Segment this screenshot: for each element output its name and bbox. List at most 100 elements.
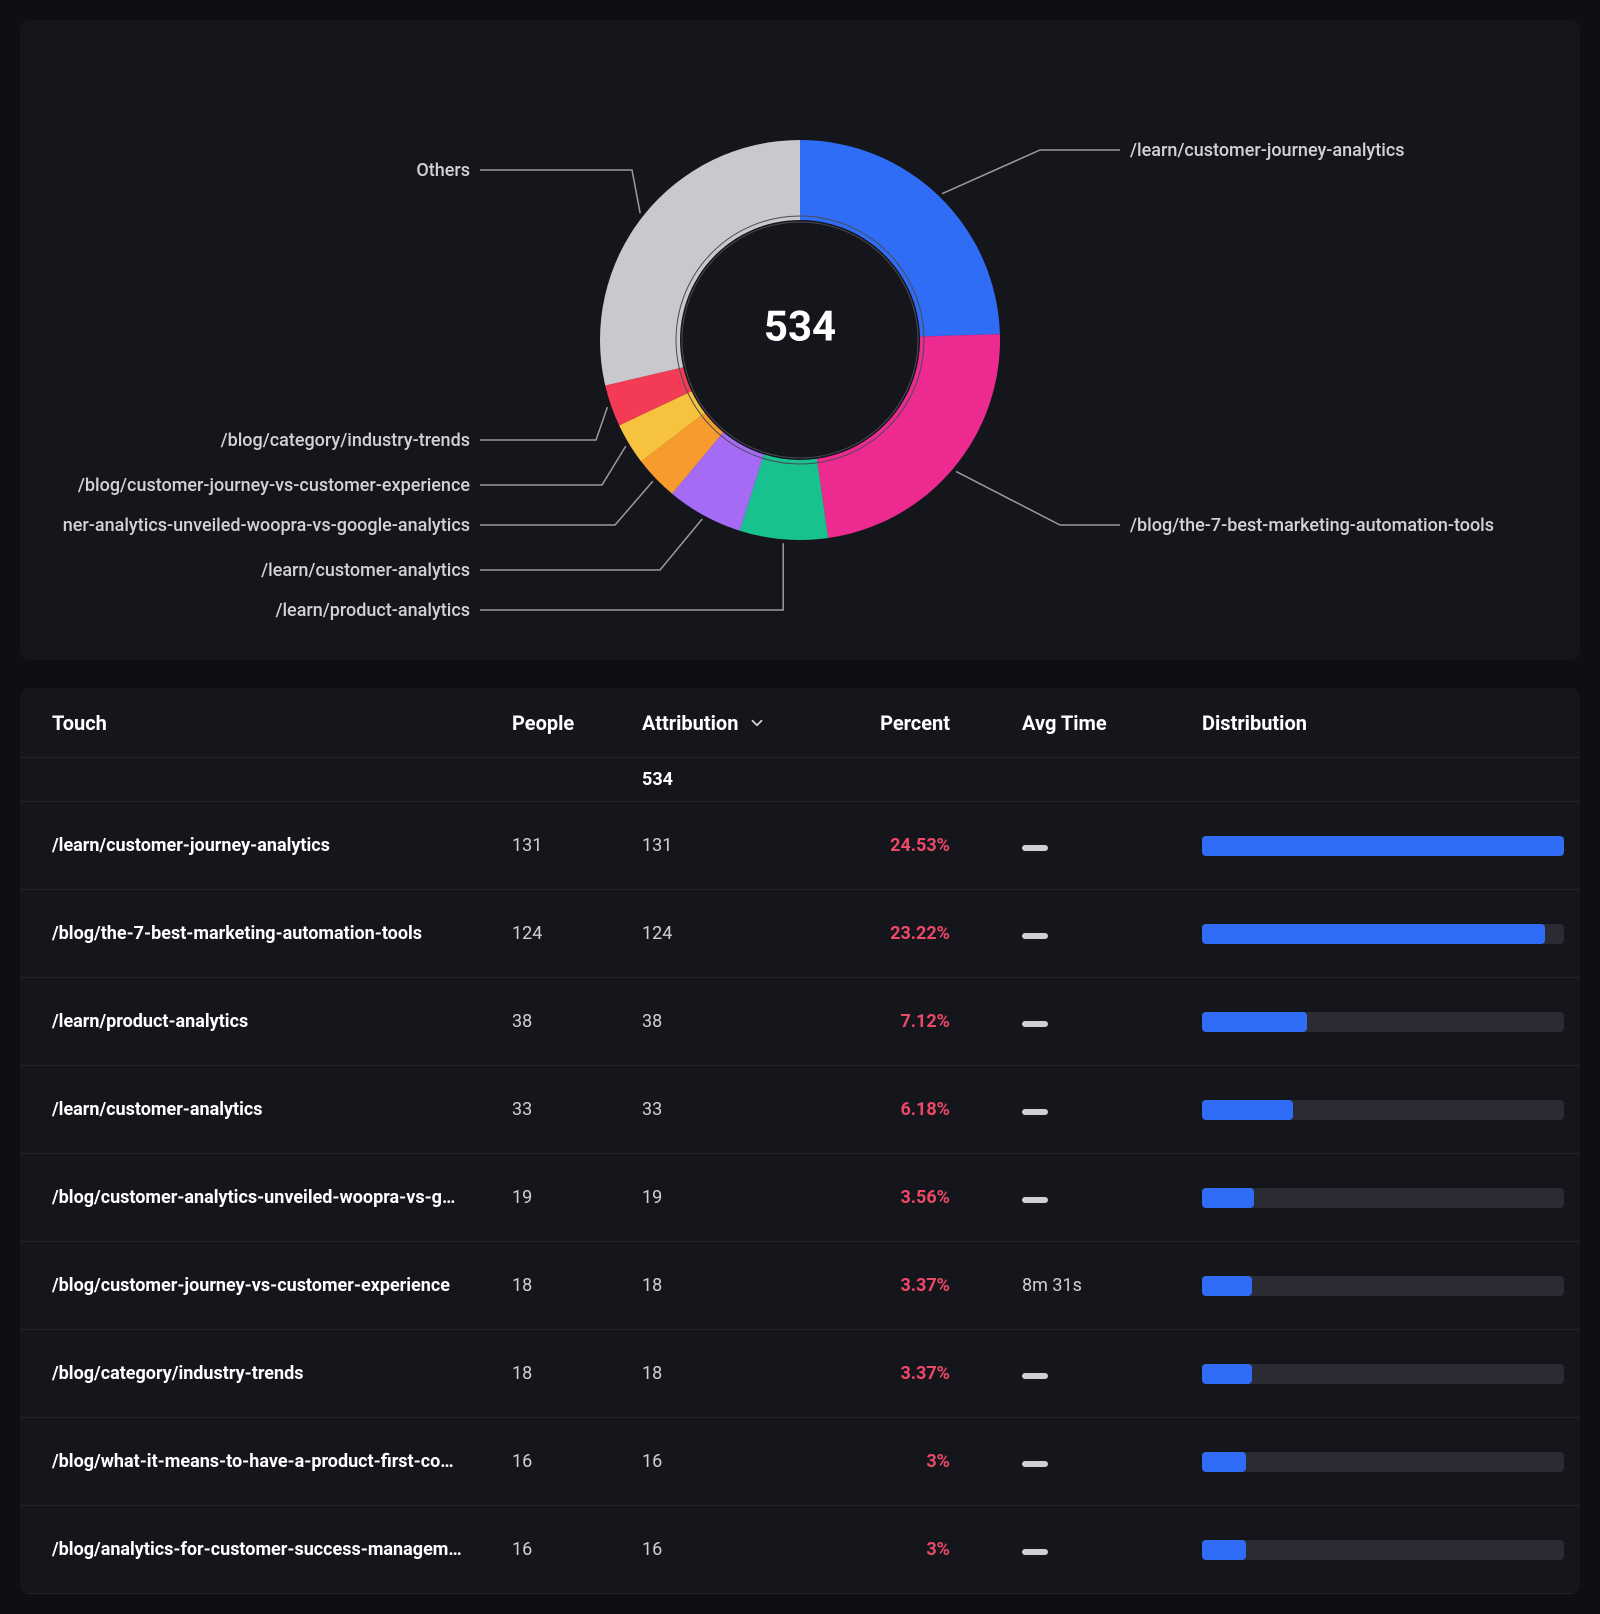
- table-row[interactable]: /blog/customer-journey-vs-customer-exper…: [20, 1242, 1580, 1330]
- col-header-distribution[interactable]: Distribution: [1170, 711, 1560, 735]
- dash-icon: [1022, 1021, 1048, 1027]
- cell-people: 124: [480, 923, 610, 944]
- cell-people: 18: [480, 1275, 610, 1296]
- cell-avg-time: [990, 1099, 1170, 1120]
- cell-avg-time: [990, 1187, 1170, 1208]
- col-header-touch[interactable]: Touch: [20, 711, 480, 735]
- cell-percent: 7.12%: [810, 1011, 990, 1032]
- cell-people: 131: [480, 835, 610, 856]
- donut-slice-label: /learn/customer-journey-analytics: [1130, 140, 1405, 161]
- cell-touch: /blog/the-7-best-marketing-automation-to…: [20, 923, 480, 944]
- cell-touch: /blog/customer-analytics-unveiled-woopra…: [20, 1187, 480, 1208]
- donut-slice-label: /blog/customer-journey-vs-customer-exper…: [78, 475, 470, 496]
- cell-percent: 3%: [810, 1539, 990, 1560]
- cell-percent: 23.22%: [810, 923, 990, 944]
- cell-people: 16: [480, 1451, 610, 1472]
- cell-people: 38: [480, 1011, 610, 1032]
- cell-touch: /learn/product-analytics: [20, 1011, 480, 1032]
- dash-icon: [1022, 933, 1048, 939]
- cell-distribution: [1170, 836, 1580, 856]
- cell-attribution: 18: [610, 1275, 810, 1296]
- cell-percent: 24.53%: [810, 835, 990, 856]
- cell-distribution: [1170, 1364, 1580, 1384]
- distribution-bar: [1202, 1276, 1564, 1296]
- donut-slice-label: Others: [416, 160, 470, 181]
- distribution-bar: [1202, 1364, 1564, 1384]
- donut-slice-label: /learn/customer-analytics: [261, 560, 470, 581]
- attribution-table: Touch People Attribution Percent Avg Tim…: [20, 688, 1580, 1594]
- dash-icon: [1022, 1197, 1048, 1203]
- cell-avg-time: [990, 1011, 1170, 1032]
- cell-avg-time: 8m 31s: [990, 1275, 1170, 1296]
- cell-distribution: [1170, 924, 1580, 944]
- distribution-bar: [1202, 924, 1564, 944]
- cell-attribution: 16: [610, 1451, 810, 1472]
- table-row[interactable]: /blog/analytics-for-customer-success-man…: [20, 1506, 1580, 1594]
- cell-distribution: [1170, 1540, 1580, 1560]
- distribution-bar: [1202, 1540, 1564, 1560]
- donut-slice[interactable]: [817, 334, 1000, 538]
- distribution-bar: [1202, 836, 1564, 856]
- cell-distribution: [1170, 1012, 1580, 1032]
- cell-people: 33: [480, 1099, 610, 1120]
- chevron-down-icon: [748, 714, 766, 732]
- col-header-attribution[interactable]: Attribution: [610, 711, 810, 735]
- cell-percent: 3.37%: [810, 1275, 990, 1296]
- col-header-avgtime[interactable]: Avg Time: [990, 711, 1170, 735]
- donut-chart-panel: /learn/customer-journey-analytics/blog/t…: [20, 20, 1580, 660]
- donut-slice-label: /learn/product-analytics: [275, 600, 470, 621]
- cell-people: 16: [480, 1539, 610, 1560]
- col-header-people[interactable]: People: [480, 711, 610, 735]
- cell-avg-time: [990, 1539, 1170, 1560]
- cell-touch: /blog/category/industry-trends: [20, 1363, 480, 1384]
- cell-people: 18: [480, 1363, 610, 1384]
- table-header-row: Touch People Attribution Percent Avg Tim…: [20, 688, 1580, 758]
- table-row[interactable]: /learn/product-analytics38387.12%: [20, 978, 1580, 1066]
- col-header-percent[interactable]: Percent: [810, 711, 990, 735]
- cell-distribution: [1170, 1452, 1580, 1472]
- table-row[interactable]: /blog/the-7-best-marketing-automation-to…: [20, 890, 1580, 978]
- cell-touch: /learn/customer-journey-analytics: [20, 835, 480, 856]
- distribution-bar: [1202, 1100, 1564, 1120]
- dash-icon: [1022, 1109, 1048, 1115]
- table-row[interactable]: /learn/customer-analytics33336.18%: [20, 1066, 1580, 1154]
- distribution-bar: [1202, 1012, 1564, 1032]
- cell-distribution: [1170, 1188, 1580, 1208]
- table-total-row: 534: [20, 758, 1580, 802]
- cell-attribution: 18: [610, 1363, 810, 1384]
- dash-icon: [1022, 845, 1048, 851]
- cell-people: 19: [480, 1187, 610, 1208]
- cell-attribution: 38: [610, 1011, 810, 1032]
- cell-distribution: [1170, 1276, 1580, 1296]
- cell-distribution: [1170, 1100, 1580, 1120]
- table-row[interactable]: /blog/customer-analytics-unveiled-woopra…: [20, 1154, 1580, 1242]
- cell-avg-time: [990, 1451, 1170, 1472]
- cell-touch: /blog/customer-journey-vs-customer-exper…: [20, 1275, 480, 1296]
- total-attribution: 534: [610, 769, 810, 790]
- cell-attribution: 131: [610, 835, 810, 856]
- distribution-bar: [1202, 1188, 1564, 1208]
- donut-slice-label: ner-analytics-unveiled-woopra-vs-google-…: [63, 515, 470, 536]
- cell-attribution: 16: [610, 1539, 810, 1560]
- distribution-bar: [1202, 1452, 1564, 1472]
- dash-icon: [1022, 1549, 1048, 1555]
- cell-attribution: 33: [610, 1099, 810, 1120]
- cell-percent: 3%: [810, 1451, 990, 1472]
- cell-avg-time: [990, 923, 1170, 944]
- cell-percent: 3.56%: [810, 1187, 990, 1208]
- table-row[interactable]: /learn/customer-journey-analytics1311312…: [20, 802, 1580, 890]
- cell-touch: /blog/analytics-for-customer-success-man…: [20, 1539, 480, 1560]
- dash-icon: [1022, 1373, 1048, 1379]
- dash-icon: [1022, 1461, 1048, 1467]
- table-row[interactable]: /blog/what-it-means-to-have-a-product-fi…: [20, 1418, 1580, 1506]
- cell-touch: /learn/customer-analytics: [20, 1099, 480, 1120]
- cell-percent: 6.18%: [810, 1099, 990, 1120]
- cell-avg-time: [990, 835, 1170, 856]
- cell-attribution: 19: [610, 1187, 810, 1208]
- chart-center-total: 534: [764, 303, 836, 352]
- donut-slice-label: /blog/the-7-best-marketing-automation-to…: [1130, 515, 1494, 536]
- table-row[interactable]: /blog/category/industry-trends18183.37%: [20, 1330, 1580, 1418]
- cell-attribution: 124: [610, 923, 810, 944]
- cell-touch: /blog/what-it-means-to-have-a-product-fi…: [20, 1451, 480, 1472]
- cell-avg-time: [990, 1363, 1170, 1384]
